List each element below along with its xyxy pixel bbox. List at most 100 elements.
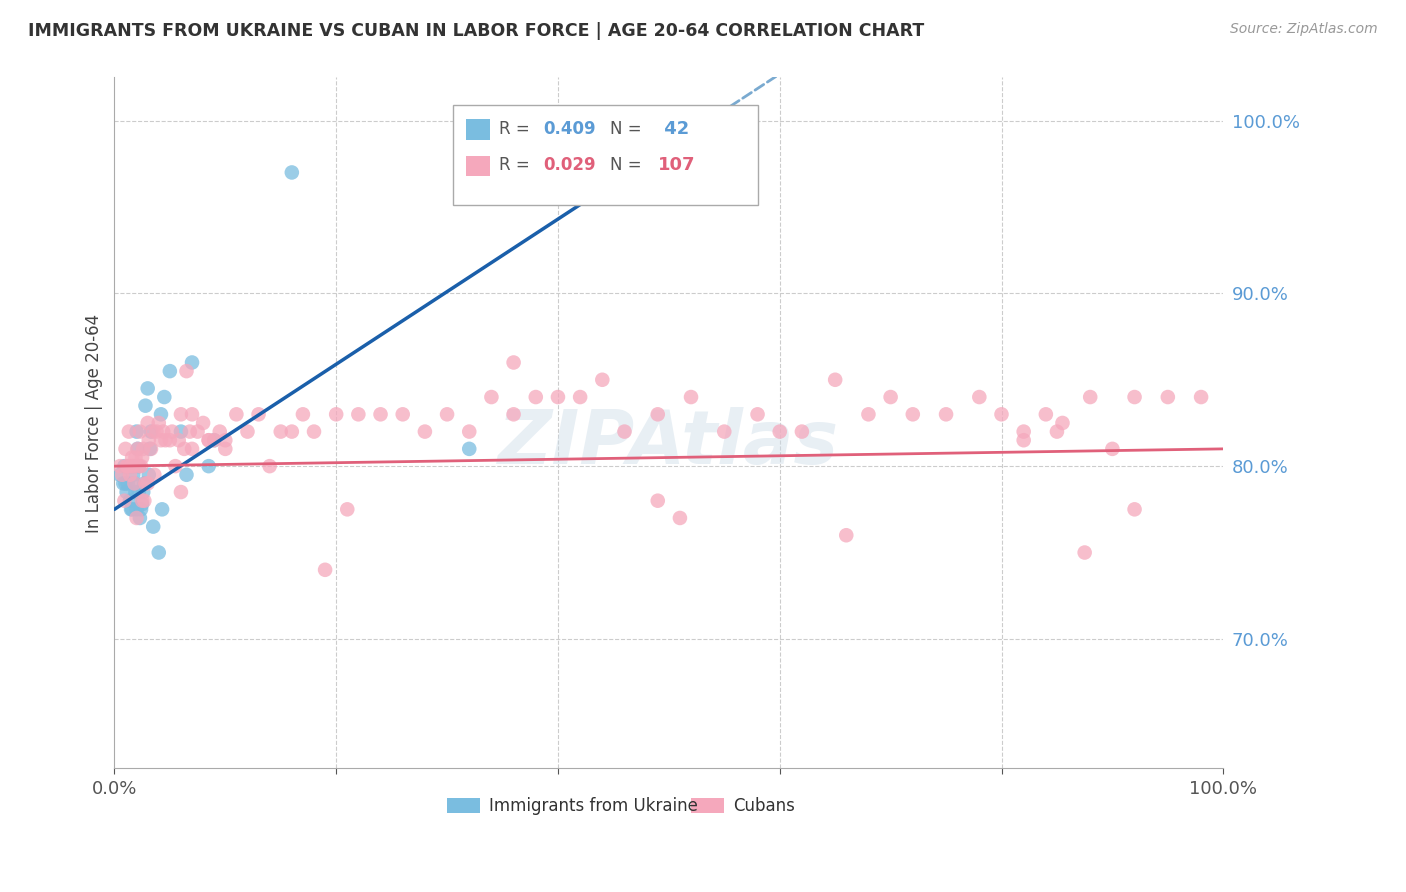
Point bbox=[202, 434, 225, 448]
Point bbox=[591, 373, 613, 387]
Point bbox=[502, 355, 524, 369]
Point bbox=[139, 425, 162, 439]
Point bbox=[170, 407, 193, 421]
Point bbox=[142, 519, 165, 533]
Point bbox=[569, 390, 592, 404]
Point bbox=[1123, 502, 1146, 516]
Point bbox=[281, 165, 304, 179]
Point bbox=[173, 442, 195, 456]
Point bbox=[679, 390, 702, 404]
Point bbox=[713, 425, 735, 439]
Point bbox=[1123, 390, 1146, 404]
Point bbox=[901, 407, 924, 421]
Point bbox=[879, 390, 901, 404]
Point bbox=[108, 459, 131, 474]
Point bbox=[197, 434, 219, 448]
Point bbox=[181, 407, 204, 421]
Point bbox=[835, 528, 858, 542]
Point bbox=[127, 442, 149, 456]
Point bbox=[136, 476, 159, 491]
Point bbox=[138, 467, 160, 482]
Text: Source: ZipAtlas.com: Source: ZipAtlas.com bbox=[1230, 22, 1378, 37]
Point bbox=[225, 407, 247, 421]
Point bbox=[214, 442, 236, 456]
Point bbox=[145, 425, 167, 439]
Point bbox=[336, 502, 359, 516]
Text: Immigrants from Ukraine: Immigrants from Ukraine bbox=[489, 797, 699, 814]
Point bbox=[458, 442, 481, 456]
Point bbox=[1052, 416, 1074, 430]
Point bbox=[152, 425, 174, 439]
Point bbox=[121, 450, 143, 465]
Point bbox=[1046, 425, 1069, 439]
Point bbox=[148, 416, 170, 430]
Point bbox=[291, 407, 314, 421]
Point bbox=[647, 493, 669, 508]
Point bbox=[114, 442, 136, 456]
FancyBboxPatch shape bbox=[690, 798, 724, 814]
Point bbox=[858, 407, 880, 421]
Point bbox=[139, 442, 162, 456]
Point bbox=[111, 467, 134, 482]
Point bbox=[236, 425, 259, 439]
Point bbox=[118, 425, 141, 439]
FancyBboxPatch shape bbox=[447, 798, 481, 814]
Point bbox=[127, 442, 149, 456]
Point bbox=[125, 511, 148, 525]
Point bbox=[115, 459, 138, 474]
Point bbox=[197, 434, 219, 448]
Text: 107: 107 bbox=[658, 156, 695, 174]
Point bbox=[150, 502, 173, 516]
Point bbox=[1078, 390, 1101, 404]
Point bbox=[128, 459, 150, 474]
Point bbox=[1212, 788, 1234, 802]
Point bbox=[134, 476, 156, 491]
Text: 42: 42 bbox=[658, 120, 689, 137]
Point bbox=[613, 425, 636, 439]
Point bbox=[413, 425, 436, 439]
Point bbox=[118, 467, 141, 482]
Point bbox=[120, 459, 142, 474]
Point bbox=[1157, 390, 1180, 404]
Point bbox=[481, 390, 503, 404]
Point bbox=[208, 425, 231, 439]
Point bbox=[115, 485, 138, 500]
Point bbox=[170, 425, 193, 439]
Point bbox=[124, 476, 146, 491]
Point bbox=[824, 373, 846, 387]
Y-axis label: In Labor Force | Age 20-64: In Labor Force | Age 20-64 bbox=[86, 313, 103, 533]
Point bbox=[191, 416, 214, 430]
Point bbox=[120, 502, 142, 516]
Text: Cubans: Cubans bbox=[733, 797, 794, 814]
Point bbox=[121, 459, 143, 474]
Point bbox=[181, 442, 204, 456]
Point bbox=[148, 545, 170, 559]
Point bbox=[370, 407, 392, 421]
Text: IMMIGRANTS FROM UKRAINE VS CUBAN IN LABOR FORCE | AGE 20-64 CORRELATION CHART: IMMIGRANTS FROM UKRAINE VS CUBAN IN LABO… bbox=[28, 22, 924, 40]
Point bbox=[129, 502, 152, 516]
Point bbox=[139, 442, 162, 456]
Point bbox=[118, 459, 141, 474]
Point bbox=[167, 434, 190, 448]
Point bbox=[170, 485, 193, 500]
Point bbox=[302, 425, 325, 439]
Text: N =: N = bbox=[610, 120, 647, 137]
FancyBboxPatch shape bbox=[453, 105, 758, 205]
Point bbox=[153, 390, 176, 404]
Point bbox=[134, 476, 156, 491]
Point bbox=[176, 467, 198, 482]
Text: R =: R = bbox=[499, 120, 536, 137]
Point bbox=[1035, 407, 1057, 421]
Point bbox=[1012, 434, 1035, 448]
Point bbox=[149, 434, 172, 448]
Point bbox=[259, 459, 281, 474]
Point bbox=[159, 434, 181, 448]
Point bbox=[117, 476, 139, 491]
Point bbox=[136, 416, 159, 430]
Point bbox=[131, 450, 153, 465]
Point bbox=[136, 381, 159, 395]
Point bbox=[647, 407, 669, 421]
Point bbox=[202, 434, 225, 448]
Point bbox=[124, 476, 146, 491]
Point bbox=[129, 511, 152, 525]
